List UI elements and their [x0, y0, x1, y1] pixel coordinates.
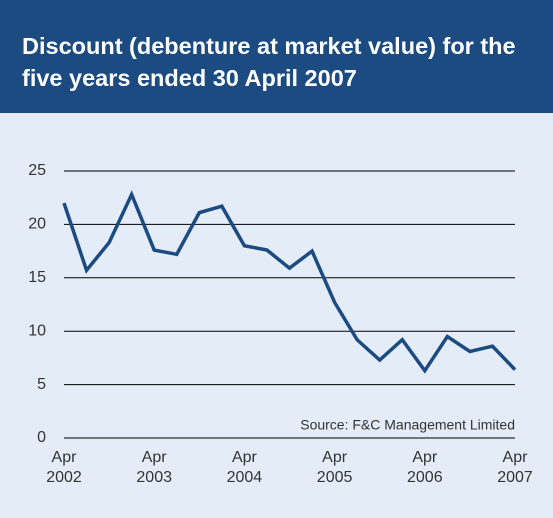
- y-tick-label: 10: [28, 322, 46, 339]
- y-tick-label: 0: [37, 429, 46, 446]
- x-tick-label: Apr 2002: [46, 449, 82, 486]
- chart-title: Discount (debenture at market value) for…: [22, 33, 516, 91]
- x-tick-label: Apr 2004: [226, 449, 263, 486]
- x-tick-label: Apr 2006: [407, 449, 443, 486]
- data-line: [62, 190, 517, 374]
- x-tick-label: Apr 2005: [316, 449, 353, 486]
- x-tick-label: Apr 2003: [136, 449, 172, 486]
- y-tick-label: 15: [28, 269, 46, 286]
- x-tick-label: Apr 2007: [497, 449, 533, 486]
- y-tick-label: 20: [28, 216, 46, 233]
- y-tick-label: 5: [37, 376, 46, 393]
- source-note: Source: F&C Management Limited: [300, 417, 515, 433]
- header-band: [0, 0, 553, 113]
- y-tick-label: 25: [28, 162, 46, 179]
